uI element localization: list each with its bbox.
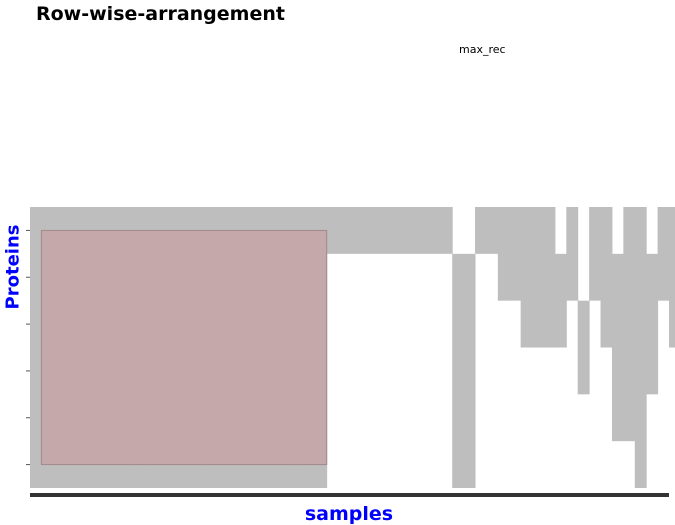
heatmap-cell	[497, 207, 510, 301]
heatmap-cell	[475, 207, 487, 254]
heatmap-cell	[554, 253, 567, 348]
heatmap-cell	[532, 207, 544, 348]
heatmap-cell	[452, 253, 465, 488]
heatmap-cell	[338, 207, 350, 254]
heatmap-cell	[669, 207, 675, 348]
heatmap-cell	[543, 207, 556, 348]
heatmap-cell	[349, 207, 362, 254]
heatmap-cell	[600, 207, 613, 348]
highlight-block	[40, 229, 328, 466]
heatmap-cell	[417, 207, 430, 254]
heatmap-cell	[440, 207, 453, 254]
heatmap-cell	[577, 300, 590, 395]
heatmap-cell	[623, 207, 636, 442]
chart-title: Row-wise-arrangement	[36, 3, 285, 25]
heatmap-cell	[429, 207, 442, 254]
heatmap-cell	[611, 253, 624, 442]
heatmap-cell	[509, 207, 522, 301]
heatmap-cell	[589, 207, 602, 301]
heatmap-cell	[326, 207, 339, 254]
heatmap-cell	[634, 207, 647, 488]
heatmap-cell	[360, 207, 373, 254]
heatmap-cell	[383, 207, 396, 254]
heatmap-cell	[646, 253, 659, 395]
x-axis-label: samples	[304, 503, 394, 525]
heatmap-cell	[30, 207, 42, 488]
heatmap-cell	[486, 207, 499, 254]
chart-subtitle: max_rec	[459, 43, 506, 56]
heatmap-cell	[463, 253, 476, 488]
heatmap-cell	[657, 207, 670, 301]
heatmap-cell	[520, 207, 533, 348]
heatmap-cell	[406, 207, 419, 254]
y-axis-label: Proteins	[2, 224, 24, 310]
heatmap-cell	[566, 207, 579, 301]
heatmap-cell	[395, 207, 408, 254]
y-ticks	[26, 229, 30, 466]
heatmap-cell	[372, 207, 385, 254]
highlight-region	[40, 229, 328, 466]
